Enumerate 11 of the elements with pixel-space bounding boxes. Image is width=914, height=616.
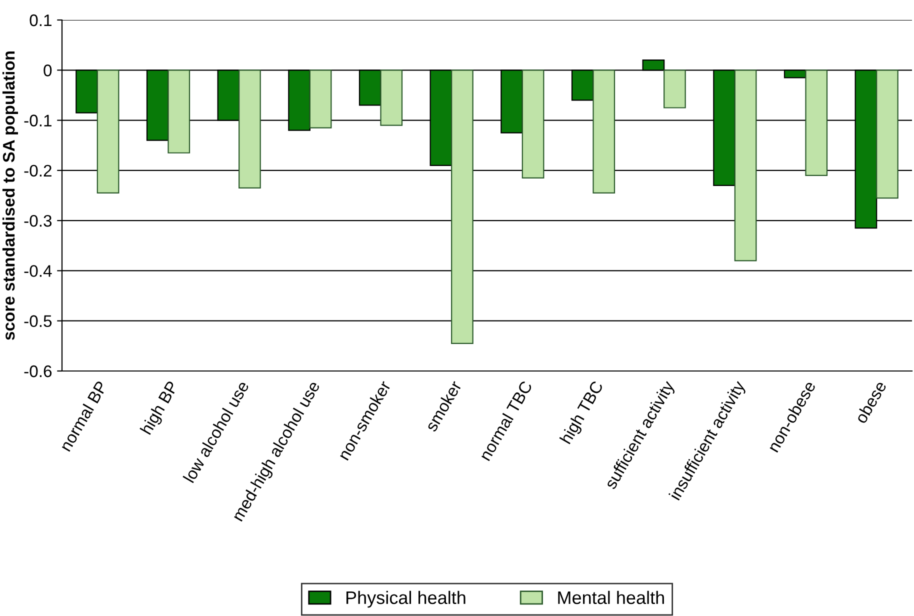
y-tick-label: -0.6 bbox=[24, 365, 52, 378]
y-axis-title: score standardised to SA population bbox=[2, 51, 18, 340]
y-tick-label: -0.5 bbox=[24, 315, 52, 328]
y-tick-label: -0.3 bbox=[24, 214, 52, 227]
y-tick-label: -0.4 bbox=[24, 265, 52, 277]
y-tick-label: -0.2 bbox=[24, 164, 52, 177]
legend-label: Physical health bbox=[346, 590, 466, 608]
legend-label: Mental health bbox=[558, 590, 664, 604]
y-tick-label: 0 bbox=[44, 64, 52, 76]
y-tick-label: 0.1 bbox=[30, 14, 52, 26]
y-tick-label: -0.1 bbox=[24, 114, 52, 126]
